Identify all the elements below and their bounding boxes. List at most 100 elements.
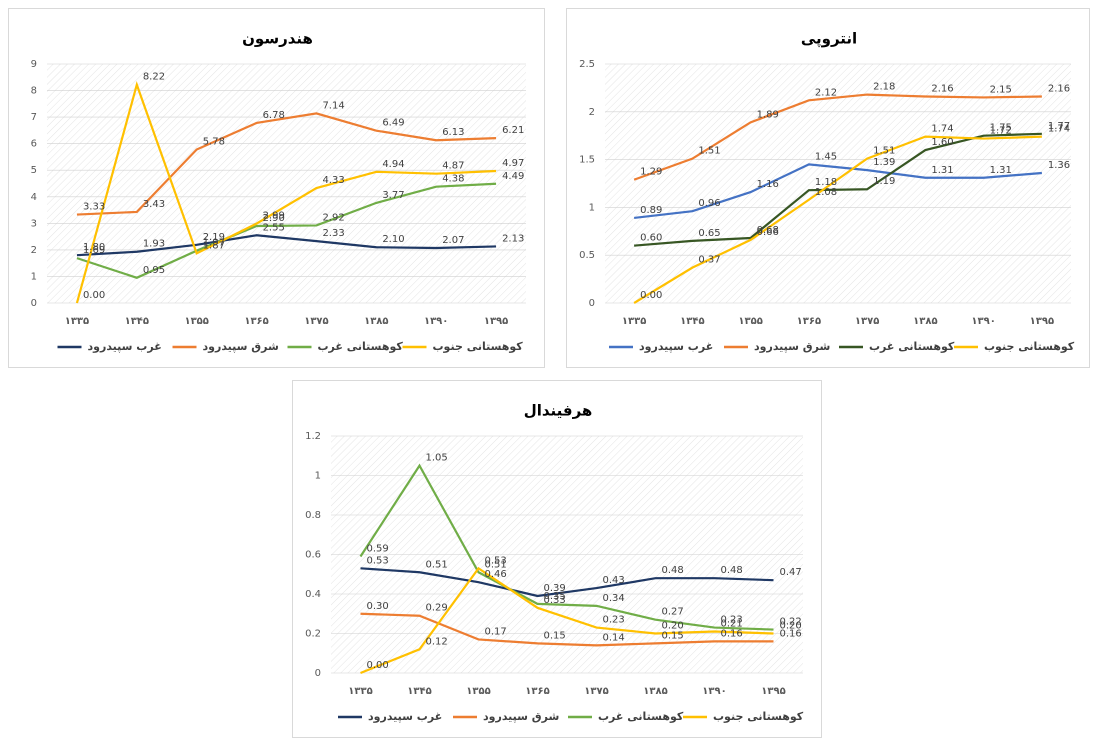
y-tick-label: 1.2 (305, 431, 321, 442)
x-tick-label: ۱۳۷۵ (584, 686, 608, 697)
series-line (359, 463, 774, 631)
data-label: 2.99 (263, 211, 285, 222)
plot-area (47, 64, 526, 303)
legend-label: کوهستانی جنوب (433, 340, 524, 353)
x-tick-label: ۱۳۹۰ (971, 316, 995, 327)
data-label: 0.46 (485, 569, 507, 580)
data-label: 4.49 (502, 171, 524, 182)
data-label: 0.35 (544, 591, 566, 602)
legend-label: کوهستانی جنوب (984, 340, 1075, 353)
y-tick-label: 0 (31, 298, 37, 309)
legend-label: غرب سپیدرود (88, 340, 162, 353)
data-label: 6.21 (502, 125, 524, 136)
chart-title: هندرسون (242, 30, 313, 48)
series-line (633, 135, 1042, 304)
data-label: 1.31 (931, 165, 953, 176)
x-tick-label: ۱۳۵۵ (184, 316, 208, 327)
data-label: 2.16 (1048, 84, 1070, 95)
legend-label: شرق سپیدرود (203, 340, 279, 353)
x-tick-label: ۱۳۶۵ (797, 316, 821, 327)
data-label: 2.55 (263, 222, 285, 233)
data-label: 2.07 (442, 235, 464, 246)
data-label: 1.72 (990, 126, 1012, 137)
data-label: 6.49 (382, 118, 404, 129)
series-line (76, 182, 497, 279)
series-line (360, 612, 774, 647)
data-label: 0.89 (640, 205, 662, 216)
data-label: 0.53 (367, 555, 389, 566)
y-tick-label: 4 (31, 192, 37, 203)
data-label: 1.93 (143, 239, 165, 250)
data-label: 2.90 (263, 213, 285, 224)
data-label: 0.51 (426, 559, 448, 570)
data-label: 1.75 (990, 123, 1012, 134)
y-tick-label: 5 (31, 165, 37, 176)
data-label: 0.34 (603, 593, 625, 604)
y-tick-label: 1 (315, 471, 321, 482)
chart-panel: انتروپی 0 0.5 1 1.5 2 2.5 ۱۳۳۵ ۱۳۴۵ ۱۳۵۵ ۱۳۶۵ ۱۳۷۵ ۱… (566, 8, 1090, 368)
data-label: 1.97 (203, 238, 225, 249)
x-tick-label: ۱۳۴۵ (125, 316, 149, 327)
data-label: 2.13 (502, 233, 524, 244)
series-line (360, 567, 774, 598)
data-label: 4.33 (322, 175, 344, 186)
data-label: 0.12 (426, 636, 448, 647)
data-label: 0.60 (640, 233, 662, 244)
x-tick-label: ۱۳۹۵ (1030, 316, 1054, 327)
data-label: 0.00 (640, 290, 662, 301)
data-label: 1.29 (640, 167, 662, 178)
chart-title: هرفیندال (524, 402, 593, 420)
data-label: 1.08 (815, 187, 837, 198)
y-tick-label: 0.2 (305, 629, 321, 640)
y-tick-label: 1 (589, 202, 595, 213)
x-tick-label: ۱۳۷۵ (855, 316, 879, 327)
series-line (633, 93, 1042, 181)
data-label: 1.31 (990, 165, 1012, 176)
data-label: 3.43 (143, 199, 165, 210)
data-label: 1.51 (873, 146, 895, 157)
data-label: 2.15 (990, 84, 1012, 95)
data-label: 2.19 (203, 232, 225, 243)
data-label: 0.16 (780, 628, 802, 639)
data-label: 0.20 (662, 621, 684, 632)
data-label: 0.29 (426, 603, 448, 614)
x-tick-label: ۱۳۴۵ (407, 686, 431, 697)
data-label: 0.53 (485, 555, 507, 566)
legend-label: غرب سپیدرود (368, 710, 442, 723)
data-label: 0.22 (780, 617, 802, 628)
data-label: 0.65 (698, 228, 720, 239)
legend-label: کوهستانی غرب (869, 340, 955, 353)
data-label: 1.18 (815, 177, 837, 188)
y-tick-label: 0.4 (305, 589, 321, 600)
data-label: 1.69 (83, 245, 105, 256)
chart: هرفیندال 0 0.2 0.4 0.6 0.8 1 1.2 ۱۳۳۵ ۱۳۴۵ ۱۳۵۵ ۱۳۶… (305, 402, 804, 724)
x-tick-label: ۱۳۹۰ (702, 686, 726, 697)
data-label: 1.16 (757, 179, 779, 190)
y-tick-label: 1.5 (579, 155, 595, 166)
data-label: 2.92 (322, 212, 344, 223)
data-label: 0.21 (721, 619, 743, 630)
y-tick-label: 0.8 (305, 510, 321, 521)
y-tick-label: 7 (31, 112, 37, 123)
x-tick-label: ۱۳۳۵ (65, 316, 89, 327)
data-label: 0.68 (757, 225, 779, 236)
data-label: 0.30 (367, 601, 389, 612)
data-label: 0.48 (721, 565, 743, 576)
data-label: 0.00 (83, 290, 105, 301)
data-label: 1.39 (873, 157, 895, 168)
data-label: 1.45 (815, 151, 837, 162)
data-label: 2.33 (322, 228, 344, 239)
data-label: 0.66 (757, 227, 779, 238)
data-label: 0.23 (721, 615, 743, 626)
chart: هندرسون 0 1 2 3 4 5 6 7 8 9 ۱۳۳۵ ۱۳۴۵ ۱۳۵۵ ۱۳۶۵ ۱۳۷۵ ۱۳۸… (31, 30, 526, 353)
series-line (360, 566, 774, 675)
data-label: 7.14 (322, 100, 344, 111)
data-label: 0.59 (367, 543, 389, 554)
x-tick-label: ۱۳۹۵ (761, 686, 785, 697)
legend-label: شرق سپیدرود (754, 340, 830, 353)
chart-panel: هرفیندال 0 0.2 0.4 0.6 0.8 1 1.2 ۱۳۳۵ ۱۳۴۵ ۱۳۵۵ ۱۳۶… (292, 380, 822, 738)
data-label: 2.12 (815, 87, 837, 98)
chart-title: انتروپی (801, 30, 857, 49)
chart: انتروپی 0 0.5 1 1.5 2 2.5 ۱۳۳۵ ۱۳۴۵ ۱۳۵۵ ۱۳۶۵ ۱۳۷۵ ۱… (579, 30, 1075, 354)
plot-area (605, 64, 1071, 303)
